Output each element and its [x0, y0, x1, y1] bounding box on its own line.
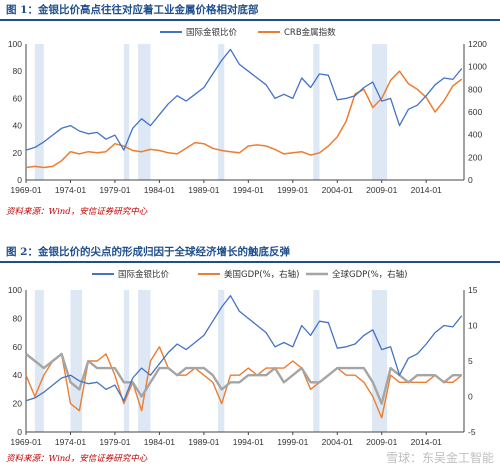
- right-axis-ticks: 0 200 400 600 800 1000 1200: [468, 39, 487, 185]
- shaded-band-1: [70, 290, 83, 432]
- x-tick-label: 2009-01: [366, 437, 397, 447]
- figure-2-title-rule: [0, 261, 500, 263]
- right-tick-label: 15: [468, 285, 478, 295]
- left-tick-label: 20: [13, 148, 23, 158]
- shaded-band-2: [138, 44, 151, 180]
- plot-frame: [25, 290, 465, 433]
- right-tick-label: 0: [468, 175, 473, 185]
- x-tick-label: 2014-01: [411, 185, 442, 195]
- shaded-periods: [34, 44, 388, 180]
- left-tick-label: 0: [17, 175, 22, 185]
- left-axis-ticks: 0 20 40 60 80 100: [8, 39, 22, 185]
- x-axis-ticks: 1969-01 1974-01 1979-01 1984-01 1989-01 1994-…: [10, 180, 442, 195]
- left-tick-label: 40: [13, 370, 23, 380]
- legend: 国际金银比价 美国GDP(%，右轴) 全球GDP(%，右轴): [92, 269, 407, 280]
- right-tick-label: 1000: [468, 62, 487, 72]
- x-tick-label: 1994-01: [233, 185, 264, 195]
- x-tick-label: 1989-01: [188, 437, 219, 447]
- x-tick-label: 2014-01: [411, 437, 442, 447]
- legend-label-2: 全球GDP(%，右轴): [332, 269, 407, 280]
- series-lines: [25, 48, 463, 169]
- left-tick-label: 0: [17, 427, 22, 437]
- x-axis-ticks: 1969-01 1974-01 1979-01 1984-01 1989-01 1994-…: [10, 432, 442, 447]
- legend-label-0: 国际金银比价: [118, 269, 170, 280]
- figure-2-source: 资料来源：Wind，安信证券研究中心: [6, 454, 148, 464]
- shaded-band-3: [138, 290, 151, 432]
- x-tick-label: 1999-01: [277, 437, 308, 447]
- right-tick-label: 0: [468, 392, 473, 402]
- x-tick-label: 1974-01: [55, 437, 86, 447]
- series-line-1: [25, 70, 463, 169]
- figure-1-title-rule: [0, 19, 500, 21]
- right-tick-label: 400: [468, 130, 482, 140]
- x-tick-label: 1969-01: [10, 185, 41, 195]
- right-axis-ticks: -5 0 5 10 15: [468, 285, 478, 437]
- watermark-text: 雪球：东吴金工智能: [385, 451, 494, 465]
- series-line-0: [25, 295, 463, 402]
- shaded-band-5: [313, 290, 320, 432]
- left-tick-label: 100: [8, 285, 22, 295]
- shaded-band-0: [34, 44, 44, 180]
- x-tick-label: 1974-01: [55, 185, 86, 195]
- left-tick-label: 60: [13, 93, 23, 103]
- x-tick-label: 2009-01: [366, 185, 397, 195]
- left-tick-label: 20: [13, 399, 23, 409]
- series-line-2: [25, 352, 462, 405]
- x-tick-label: 1989-01: [188, 185, 219, 195]
- right-tick-label: 5: [468, 356, 473, 366]
- plot-frame: [25, 44, 465, 181]
- x-tick-label: 1994-01: [233, 437, 264, 447]
- shaded-band-5: [371, 44, 388, 180]
- left-tick-label: 40: [13, 121, 23, 131]
- series-line-1: [25, 346, 463, 419]
- right-tick-label: 1200: [468, 39, 487, 49]
- legend-label-1: CRB金属指数: [284, 27, 336, 38]
- legend-label-0: 国际金银比价: [186, 27, 238, 38]
- right-tick-label: 200: [468, 152, 482, 162]
- right-tick-label: -5: [468, 427, 476, 437]
- right-tick-label: 10: [468, 321, 478, 331]
- figure-1-source: 资料来源：Wind，安信证券研究中心: [6, 207, 148, 217]
- figure-2-title: 图 2：金银比价的尖点的形成归因于全球经济增长的触底反弹: [6, 246, 290, 258]
- legend: 国际金银比价 CRB金属指数: [160, 27, 336, 38]
- right-tick-label: 600: [468, 107, 482, 117]
- legend-label-1: 美国GDP(%，右轴): [224, 269, 299, 280]
- x-tick-label: 2004-01: [322, 185, 353, 195]
- left-tick-label: 100: [8, 39, 22, 49]
- figure-1-title: 图 1：金银比价高点往往对应着工业金属价格相对底部: [6, 4, 259, 16]
- shaded-band-1: [123, 44, 130, 180]
- x-tick-label: 2004-01: [322, 437, 353, 447]
- figure-2-chart: 0 20 40 60 80 100 -5 0 5 10 15 1969-01 1974-01 1979…: [8, 269, 478, 447]
- x-tick-label: 1979-01: [99, 185, 130, 195]
- right-tick-label: 800: [468, 84, 482, 94]
- shaded-band-0: [34, 290, 44, 432]
- shaded-band-4: [218, 290, 225, 432]
- shaded-band-4: [313, 44, 320, 180]
- figure-1-chart: 0 20 40 60 80 100 0 200 400 600 800 1000 1200 1969-…: [8, 27, 487, 195]
- left-tick-label: 60: [13, 342, 23, 352]
- left-tick-label: 80: [13, 313, 23, 323]
- shaded-band-3: [218, 44, 225, 180]
- shaded-band-6: [371, 290, 388, 432]
- series-lines: [25, 295, 463, 419]
- x-tick-label: 1984-01: [144, 437, 175, 447]
- left-tick-label: 80: [13, 66, 23, 76]
- left-axis-ticks: 0 20 40 60 80 100: [8, 285, 22, 437]
- x-tick-label: 1969-01: [10, 437, 41, 447]
- x-tick-label: 1979-01: [99, 437, 130, 447]
- series-line-0: [25, 48, 463, 151]
- shaded-band-2: [123, 290, 130, 432]
- x-tick-label: 1999-01: [277, 185, 308, 195]
- x-tick-label: 1984-01: [144, 185, 175, 195]
